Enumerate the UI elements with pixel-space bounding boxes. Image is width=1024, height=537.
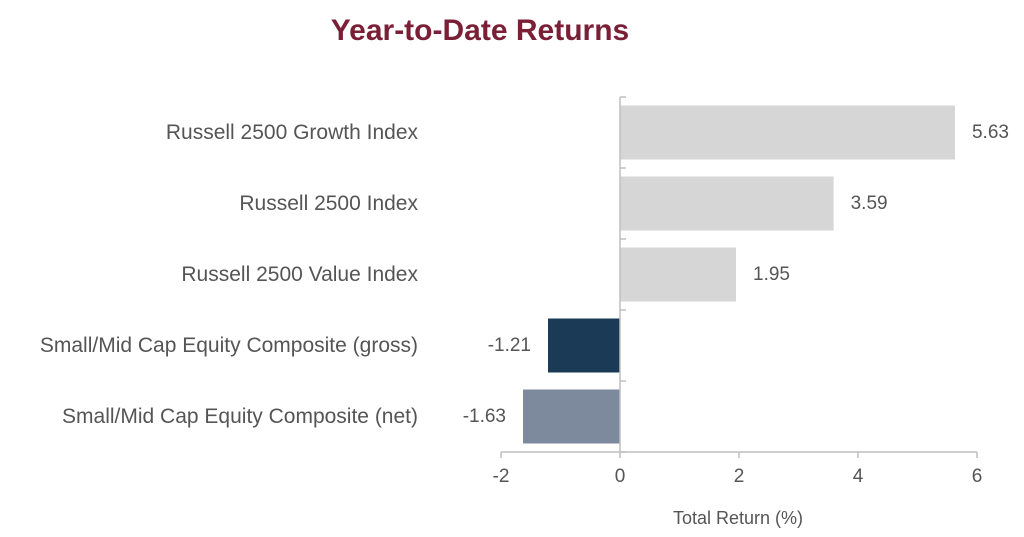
category-label: Russell 2500 Index: [239, 192, 418, 215]
x-tick-label: 4: [853, 466, 864, 487]
bar: [620, 247, 737, 302]
bar: [620, 105, 955, 160]
x-tick-label: 0: [615, 466, 626, 487]
bar: [548, 318, 620, 373]
data-label: 3.59: [851, 193, 888, 214]
category-label: Small/Mid Cap Equity Composite (net): [62, 405, 418, 428]
category-label: Small/Mid Cap Equity Composite (gross): [40, 334, 418, 357]
bar: [620, 176, 834, 231]
x-tick-label: 6: [972, 466, 983, 487]
data-label: 1.95: [753, 264, 790, 285]
category-label: Russell 2500 Value Index: [181, 263, 418, 286]
x-axis-title: Total Return (%): [673, 508, 803, 528]
chart-title: Year-to-Date Returns: [330, 14, 630, 47]
data-label: -1.63: [463, 406, 506, 427]
x-tick-label: 2: [734, 466, 745, 487]
category-label: Russell 2500 Growth Index: [166, 121, 419, 144]
bar: [523, 389, 620, 444]
x-tick-label: -2: [493, 466, 510, 487]
data-label: -1.21: [488, 335, 531, 356]
data-label: 5.63: [972, 122, 1009, 143]
